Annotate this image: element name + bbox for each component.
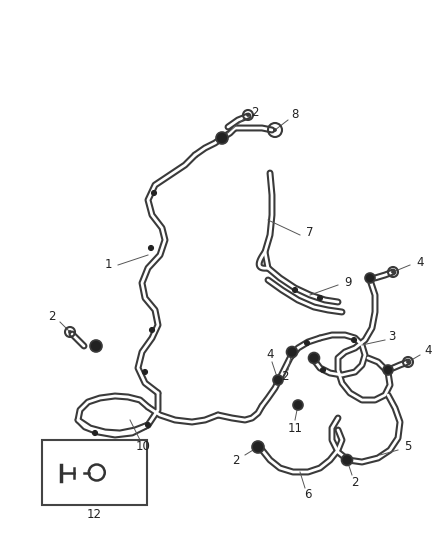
Circle shape (247, 114, 250, 117)
Bar (42, 440, 147, 505)
Circle shape (304, 341, 310, 345)
Circle shape (148, 246, 153, 251)
Circle shape (308, 352, 319, 364)
Text: 12: 12 (86, 508, 102, 521)
Circle shape (321, 367, 325, 373)
Circle shape (68, 330, 71, 334)
Text: 6: 6 (304, 489, 312, 502)
Circle shape (406, 360, 410, 364)
Circle shape (293, 400, 303, 410)
Circle shape (92, 431, 98, 435)
Circle shape (383, 365, 393, 375)
Circle shape (273, 375, 283, 385)
Circle shape (252, 441, 264, 453)
Circle shape (318, 295, 322, 301)
Circle shape (142, 369, 148, 375)
Text: 8: 8 (291, 109, 299, 122)
Text: 2: 2 (351, 475, 359, 489)
Text: 2: 2 (48, 310, 56, 322)
Circle shape (392, 271, 395, 273)
Circle shape (293, 287, 297, 293)
Text: 10: 10 (136, 440, 150, 454)
Circle shape (352, 337, 357, 343)
Text: 11: 11 (287, 422, 303, 434)
Text: 9: 9 (344, 276, 352, 288)
Text: 4: 4 (424, 343, 432, 357)
Text: 1: 1 (104, 259, 112, 271)
Circle shape (90, 340, 102, 352)
Circle shape (342, 455, 353, 465)
Text: 4: 4 (266, 349, 274, 361)
Text: 2: 2 (232, 454, 240, 466)
Circle shape (149, 327, 155, 333)
Circle shape (273, 128, 276, 132)
Text: 2: 2 (281, 370, 289, 384)
Text: 7: 7 (306, 225, 314, 238)
Circle shape (216, 132, 228, 144)
Circle shape (286, 346, 297, 358)
Text: 2: 2 (251, 106, 259, 118)
Circle shape (365, 273, 375, 283)
Circle shape (145, 423, 151, 427)
Text: 3: 3 (389, 330, 396, 343)
Text: 5: 5 (404, 440, 412, 454)
Circle shape (152, 190, 156, 196)
Text: 4: 4 (416, 255, 424, 269)
